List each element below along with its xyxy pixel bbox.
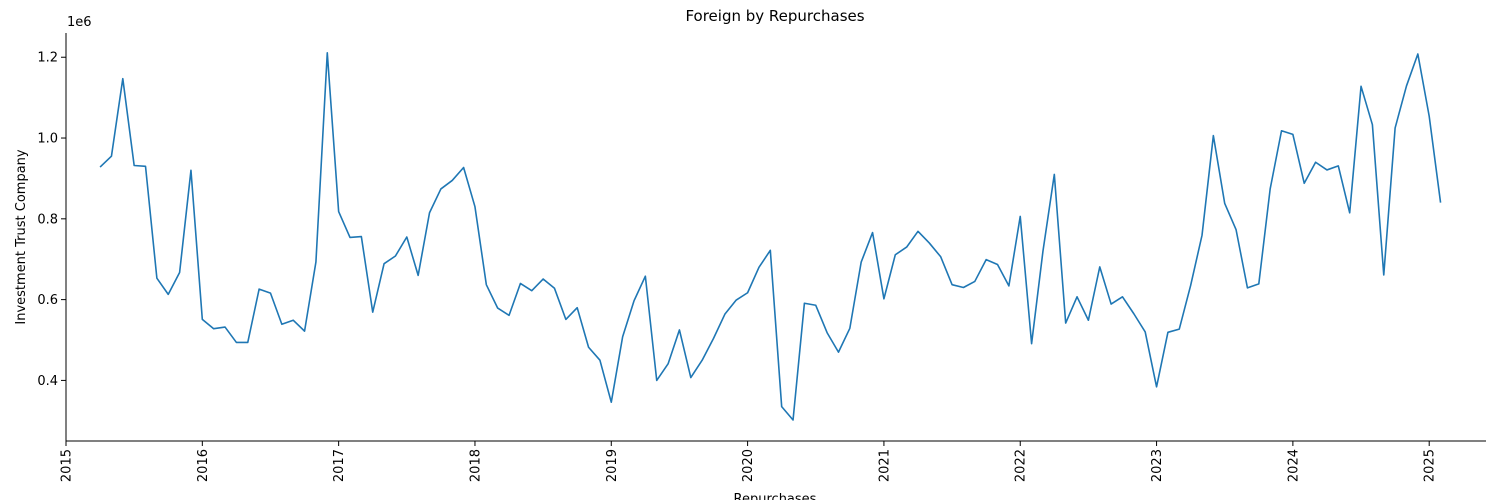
y-tick-label: 0.4 [37, 374, 58, 389]
y-tick-label: 0.8 [37, 212, 58, 227]
y-tick-label: 1.0 [37, 132, 58, 147]
y-axis-title: Investment Trust Company [14, 149, 29, 325]
y-offset-label: 1e6 [67, 15, 92, 30]
y-axis-ticks: 0.4 0.6 0.8 1.0 1.2 [37, 51, 66, 389]
series-line [99, 51, 1442, 421]
x-axis-ticks: 2015 2016 2017 2018 2019 2020 2021 2022 2023 2024… [60, 441, 1438, 482]
x-tick-label: 2024 [1286, 449, 1301, 482]
x-axis-title: Repurchases [734, 492, 817, 500]
x-tick-label: 2015 [60, 449, 75, 482]
x-tick-label: 2025 [1423, 449, 1438, 482]
y-tick-label: 0.6 [37, 293, 58, 308]
x-tick-label: 2016 [196, 449, 211, 482]
x-tick-label: 2020 [741, 449, 756, 482]
chart-title: Foreign by Repurchases [685, 7, 864, 25]
x-tick-label: 2019 [605, 449, 620, 482]
x-tick-label: 2021 [877, 449, 892, 482]
x-tick-label: 2018 [468, 449, 483, 482]
x-tick-label: 2017 [332, 449, 347, 482]
x-tick-label: 2023 [1150, 449, 1165, 482]
x-tick-label: 2022 [1014, 449, 1029, 482]
y-tick-label: 1.2 [37, 51, 58, 66]
